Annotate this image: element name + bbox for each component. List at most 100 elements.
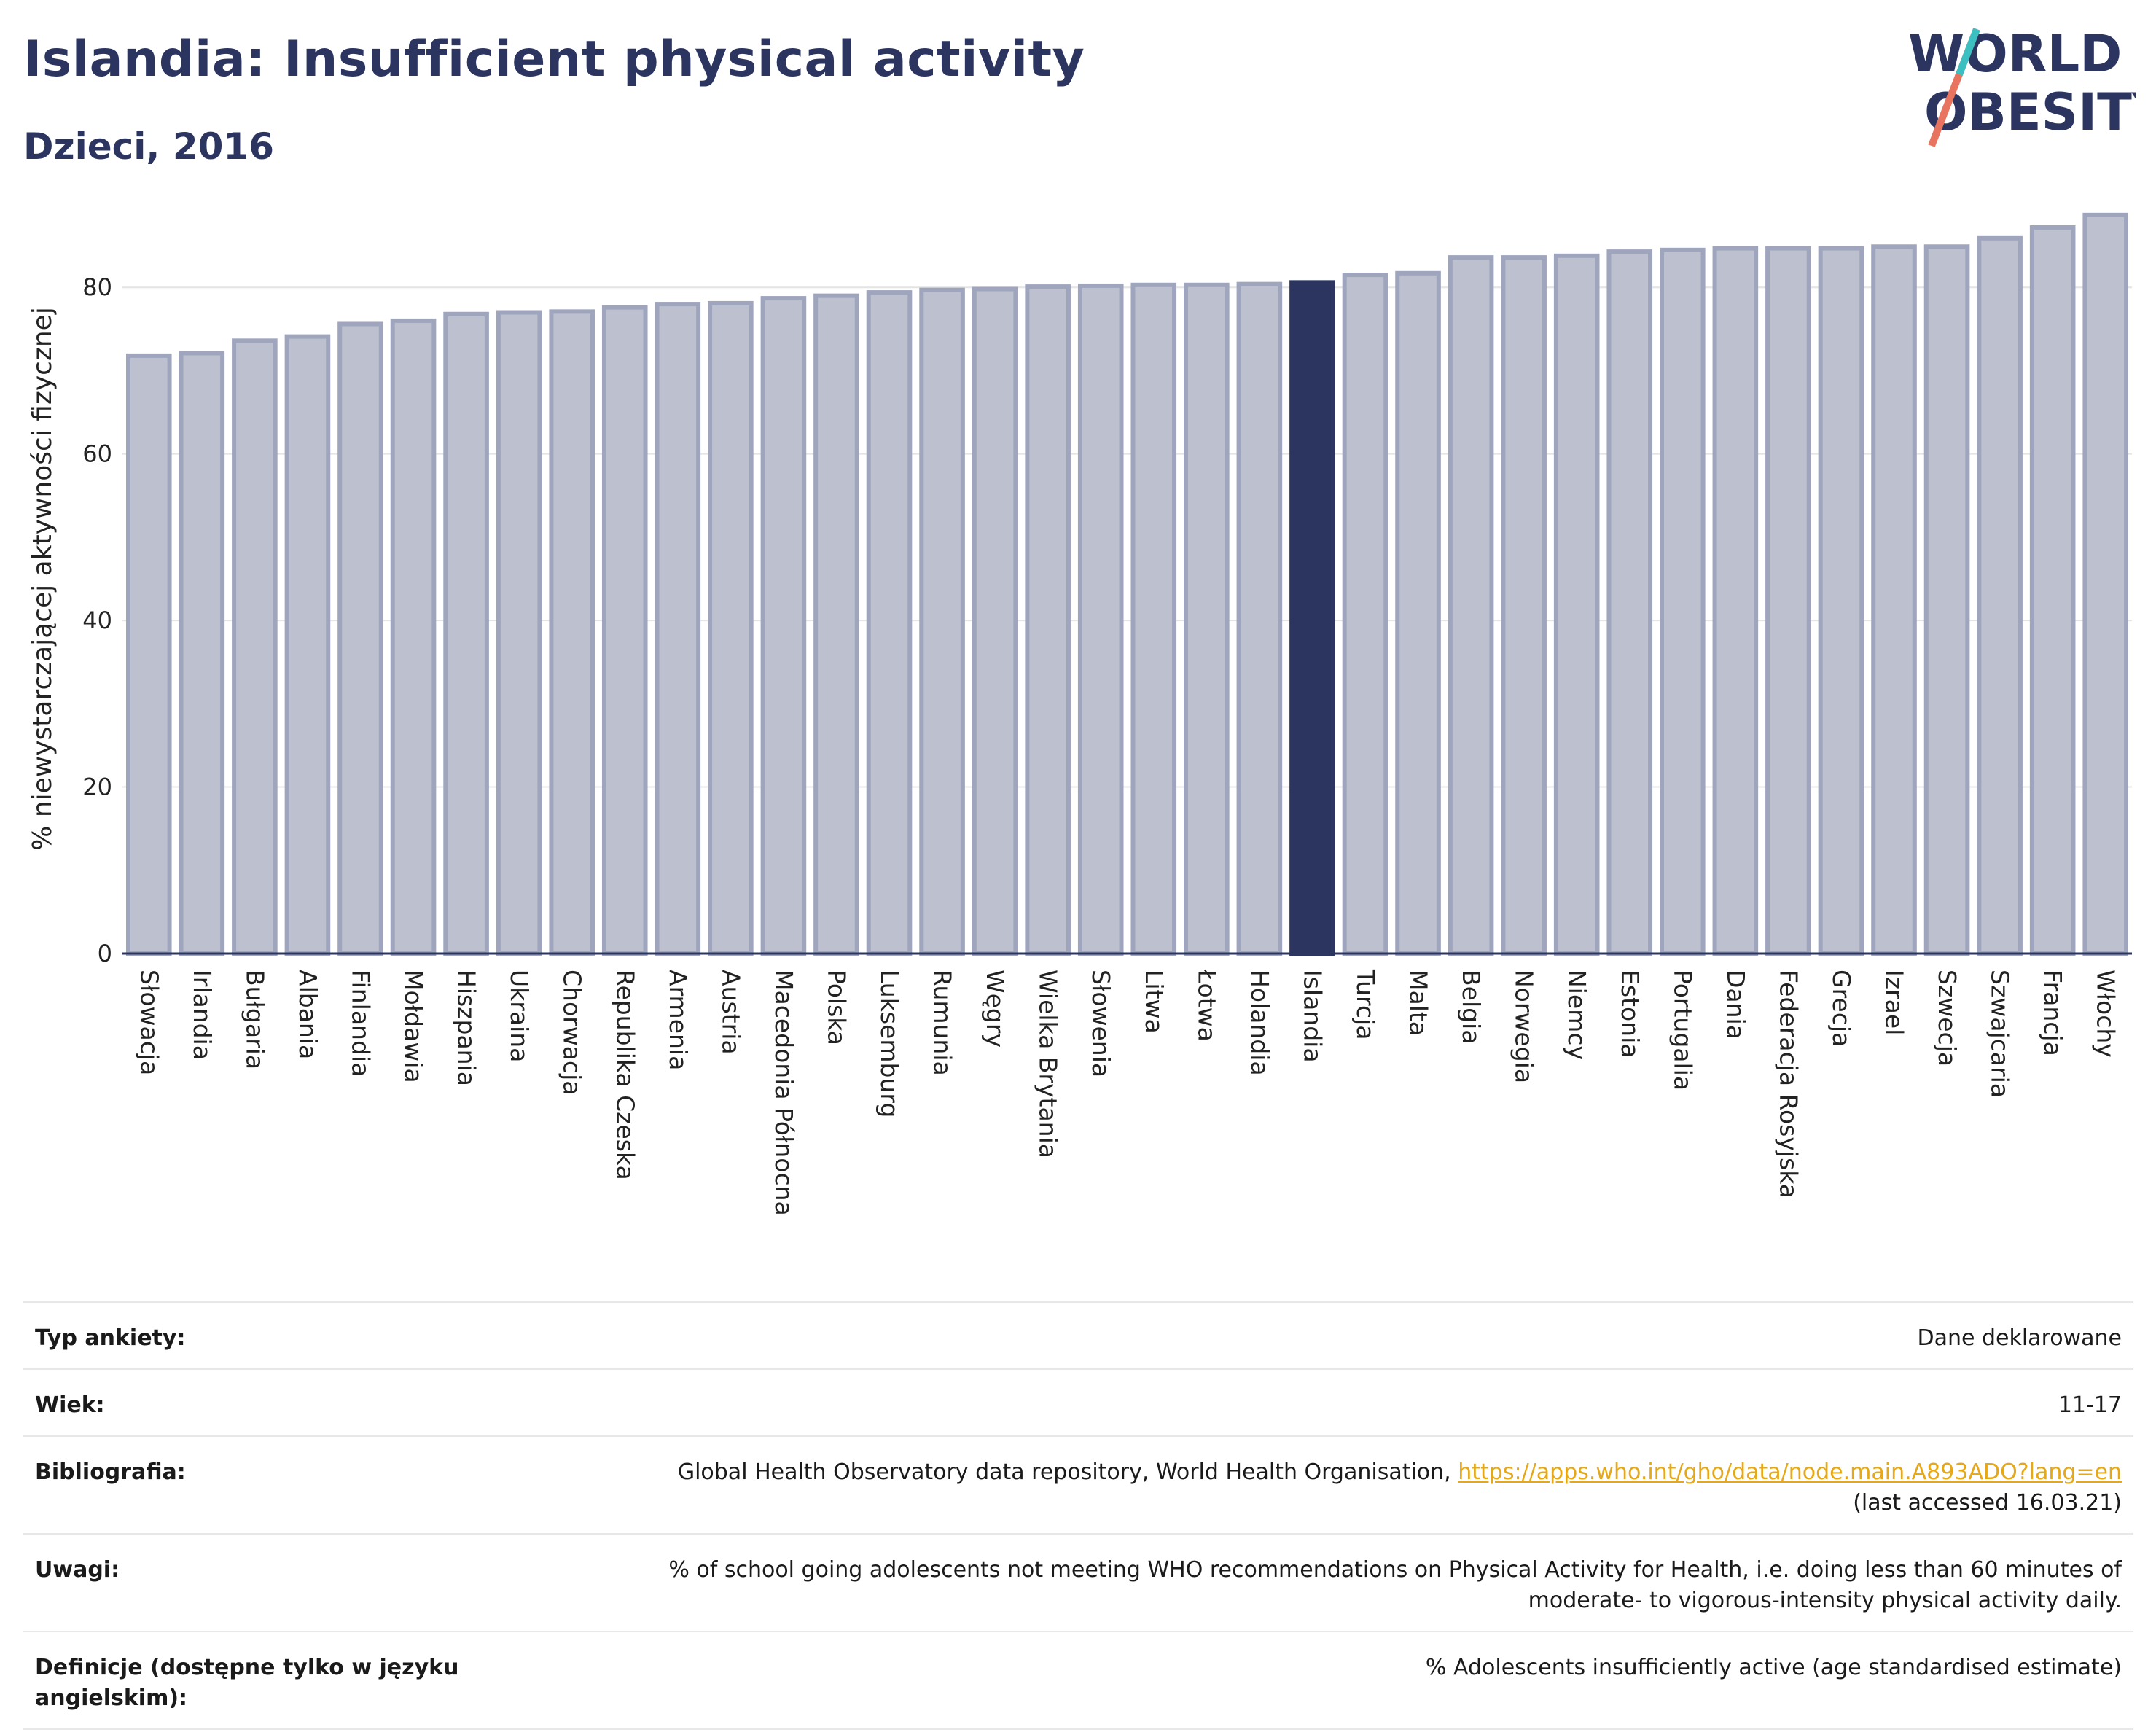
bar bbox=[813, 293, 859, 956]
bar bbox=[972, 286, 1018, 956]
x-tick-label: Słowenia bbox=[1087, 970, 1115, 1077]
bar bbox=[760, 296, 807, 956]
logo-line2: OBESITY bbox=[1924, 82, 2136, 142]
x-tick-label: Malta bbox=[1405, 970, 1433, 1036]
x-tick-label: Austria bbox=[716, 970, 745, 1055]
bar bbox=[1025, 284, 1071, 956]
x-tick-label: Izrael bbox=[1880, 970, 1909, 1035]
info-label: Bibliografia: bbox=[35, 1459, 186, 1485]
x-tick-label: Irlandia bbox=[188, 970, 216, 1060]
bar bbox=[1553, 253, 1600, 956]
world-obesity-logo: WORLD OBESITY bbox=[1908, 24, 2136, 147]
bar bbox=[1712, 246, 1759, 956]
x-tick-label: Albania bbox=[294, 970, 322, 1059]
bar bbox=[284, 334, 331, 956]
x-tick-label: Ukraina bbox=[505, 970, 534, 1062]
bar bbox=[1660, 247, 1706, 956]
x-tick-label: Belgia bbox=[1457, 970, 1485, 1044]
bar bbox=[919, 287, 965, 956]
bar bbox=[390, 318, 437, 956]
x-tick-label: Szwajcaria bbox=[1986, 970, 2015, 1098]
y-tick-label: 80 bbox=[82, 273, 112, 301]
info-row-age: Wiek: 11-17 bbox=[23, 1368, 2133, 1435]
x-tick-label: Niemcy bbox=[1563, 970, 1591, 1060]
bar bbox=[1342, 273, 1388, 956]
bar bbox=[866, 290, 913, 956]
bar bbox=[708, 300, 754, 956]
bar bbox=[1289, 280, 1335, 956]
bibliography-text: Global Health Observatory data repositor… bbox=[677, 1459, 1451, 1485]
x-tick-label: Węgry bbox=[981, 970, 1009, 1048]
x-tick-label: Islandia bbox=[1298, 970, 1327, 1063]
info-row-definitions: Definicje (dostępne tylko w języku angie… bbox=[23, 1631, 2133, 1730]
info-label: Definicje (dostępne tylko w języku angie… bbox=[35, 1655, 459, 1711]
y-tick-label: 20 bbox=[82, 773, 112, 801]
x-tick-label: Finlandia bbox=[346, 970, 375, 1077]
info-row-notes: Uwagi: % of school going adolescents not… bbox=[23, 1533, 2133, 1631]
info-value: % Adolescents insufficiently active (age… bbox=[1425, 1655, 2122, 1680]
x-tick-label: Luksemburg bbox=[875, 970, 904, 1118]
bar bbox=[1977, 235, 2023, 956]
bar bbox=[1818, 246, 1864, 956]
bar bbox=[1184, 282, 1230, 956]
x-tick-label: Turcja bbox=[1351, 969, 1380, 1040]
chart-subtitle: Dzieci, 2016 bbox=[23, 125, 274, 168]
bar bbox=[655, 302, 701, 956]
bar bbox=[496, 310, 542, 956]
bar bbox=[179, 351, 225, 956]
y-tick-label: 40 bbox=[82, 607, 112, 634]
info-row-survey: Typ ankiety: Dane deklarowane bbox=[23, 1301, 2133, 1368]
x-tick-label: Wielka Brytania bbox=[1034, 970, 1063, 1158]
bar bbox=[1501, 255, 1547, 956]
bar bbox=[1236, 281, 1283, 956]
bar bbox=[2082, 212, 2129, 956]
x-tick-label: Norwegia bbox=[1510, 970, 1539, 1083]
info-label: Uwagi: bbox=[35, 1557, 120, 1583]
bibliography-accessed: (last accessed 16.03.21) bbox=[1853, 1490, 2122, 1516]
bar bbox=[1923, 244, 1970, 956]
x-tick-label: Litwa bbox=[1140, 970, 1168, 1034]
info-value: Dane deklarowane bbox=[1917, 1325, 2122, 1351]
x-tick-label: Federacja Rosyjska bbox=[1774, 970, 1802, 1198]
info-label: Typ ankiety: bbox=[35, 1325, 186, 1351]
x-tick-label: Hiszpania bbox=[453, 970, 481, 1086]
x-tick-label: Włochy bbox=[2092, 970, 2120, 1058]
bar bbox=[232, 338, 278, 956]
logo-line1: WORLD bbox=[1908, 24, 2122, 84]
x-tick-label: Portugalia bbox=[1668, 970, 1697, 1091]
bibliography-link[interactable]: https://apps.who.int/gho/data/node.main.… bbox=[1458, 1459, 2122, 1485]
x-tick-label: Armenia bbox=[664, 970, 692, 1070]
bar bbox=[1077, 283, 1124, 956]
bar bbox=[1765, 246, 1811, 956]
y-tick-label: 0 bbox=[98, 940, 112, 967]
info-row-bibliography: Bibliografia: Global Health Observatory … bbox=[23, 1435, 2133, 1533]
bar bbox=[601, 305, 648, 956]
x-tick-label: Rumunia bbox=[929, 970, 957, 1076]
x-tick-label: Chorwacja bbox=[558, 970, 587, 1095]
x-tick-label: Łotwa bbox=[1192, 969, 1221, 1042]
bar bbox=[1606, 249, 1653, 956]
bar-chart: 0 20 40 60 80 % niewystarczającej aktywności … bbox=[28, 212, 2132, 1216]
x-tick-label: Francja bbox=[2039, 970, 2067, 1056]
bar bbox=[2029, 225, 2076, 956]
x-tick-label: Estonia bbox=[1616, 970, 1644, 1058]
bar bbox=[1395, 270, 1441, 956]
info-table: Typ ankiety: Dane deklarowane Wiek: 11-1… bbox=[23, 1301, 2133, 1730]
info-label: Wiek: bbox=[35, 1392, 105, 1418]
info-value: 11-17 bbox=[2058, 1392, 2122, 1418]
bar bbox=[549, 309, 595, 956]
x-tick-label: Szwecja bbox=[1933, 970, 1961, 1067]
x-tick-label: Dania bbox=[1722, 970, 1750, 1040]
bar bbox=[1871, 244, 1917, 956]
info-value: Global Health Observatory data repositor… bbox=[678, 1457, 2122, 1518]
logo-slash-teal bbox=[1956, 28, 1980, 76]
y-tick-label: 60 bbox=[82, 440, 112, 468]
x-tick-label: Polska bbox=[822, 970, 851, 1045]
bar bbox=[125, 353, 172, 956]
x-tick-label: Macedonia Północna bbox=[770, 970, 798, 1216]
x-tick-label: Bułgaria bbox=[241, 970, 269, 1069]
x-tick-label: Republika Czeska bbox=[611, 970, 639, 1180]
x-tick-label: Mołdawia bbox=[399, 970, 428, 1083]
bar bbox=[1130, 282, 1177, 956]
x-tick-label: Grecja bbox=[1827, 970, 1856, 1047]
